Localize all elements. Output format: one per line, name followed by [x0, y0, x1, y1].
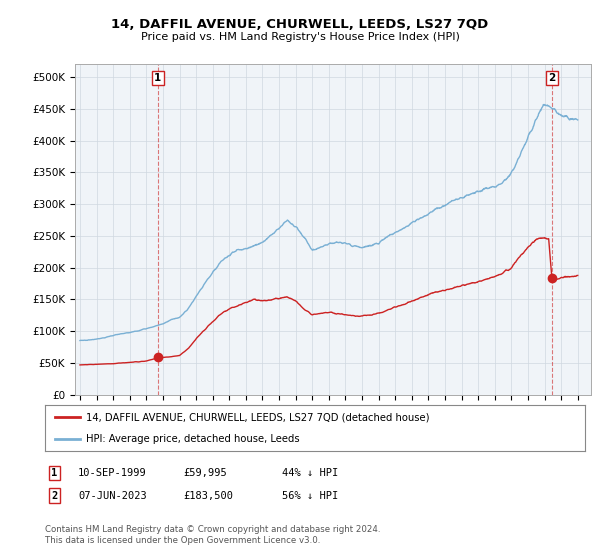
Text: 14, DAFFIL AVENUE, CHURWELL, LEEDS, LS27 7QD: 14, DAFFIL AVENUE, CHURWELL, LEEDS, LS27…	[112, 18, 488, 31]
Text: 14, DAFFIL AVENUE, CHURWELL, LEEDS, LS27 7QD (detached house): 14, DAFFIL AVENUE, CHURWELL, LEEDS, LS27…	[86, 412, 429, 422]
Text: HPI: Average price, detached house, Leeds: HPI: Average price, detached house, Leed…	[86, 434, 299, 444]
Text: 10-SEP-1999: 10-SEP-1999	[78, 468, 147, 478]
Text: 2: 2	[548, 73, 556, 83]
Text: 56% ↓ HPI: 56% ↓ HPI	[282, 491, 338, 501]
Text: 2: 2	[51, 491, 57, 501]
Text: 1: 1	[154, 73, 161, 83]
Text: £183,500: £183,500	[183, 491, 233, 501]
Text: 07-JUN-2023: 07-JUN-2023	[78, 491, 147, 501]
Text: 1: 1	[51, 468, 57, 478]
Text: Price paid vs. HM Land Registry's House Price Index (HPI): Price paid vs. HM Land Registry's House …	[140, 32, 460, 42]
Text: 44% ↓ HPI: 44% ↓ HPI	[282, 468, 338, 478]
Text: Contains HM Land Registry data © Crown copyright and database right 2024.
This d: Contains HM Land Registry data © Crown c…	[45, 525, 380, 545]
Text: £59,995: £59,995	[183, 468, 227, 478]
